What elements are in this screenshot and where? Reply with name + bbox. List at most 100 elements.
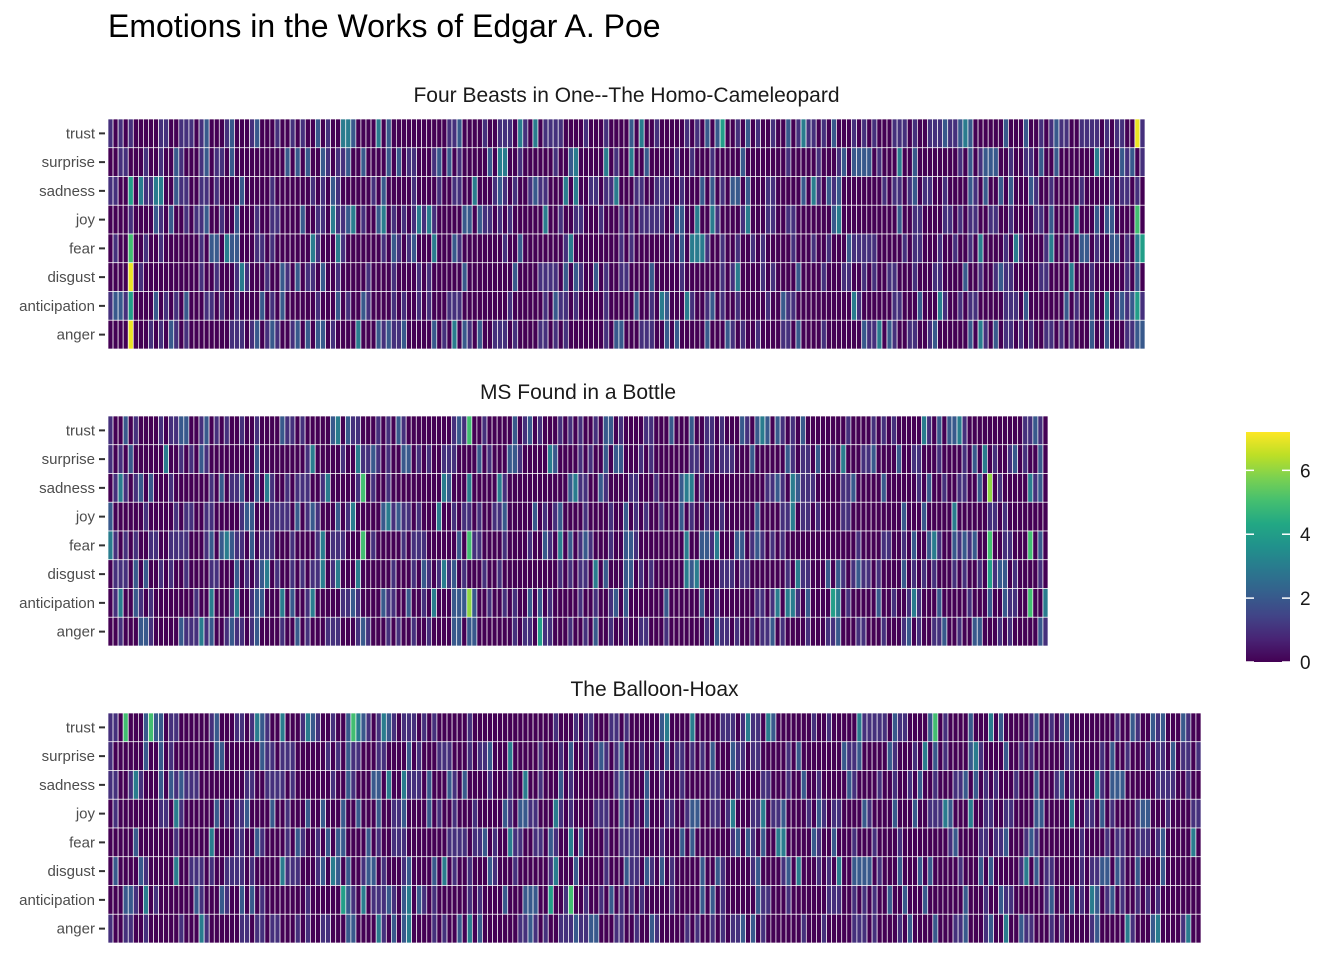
heat-cell (1048, 233, 1055, 264)
heat-cell (779, 530, 786, 561)
heat-cell (163, 444, 169, 474)
heat-cell (365, 559, 372, 589)
heat-cell (1007, 415, 1013, 446)
heat-cell (1099, 741, 1106, 771)
heat-cell (542, 616, 549, 647)
heat-cell (1027, 559, 1034, 589)
heat-cell (325, 204, 331, 235)
heat-cell (628, 530, 634, 561)
heat-cell (416, 233, 422, 264)
heat-cell (229, 204, 235, 235)
heat-cell (688, 415, 695, 446)
heat-cell (1069, 798, 1075, 829)
heat-cell (663, 415, 670, 446)
heat-cell (633, 913, 640, 944)
panel-title: MS Found in a Bottle (480, 381, 676, 404)
heat-cell (117, 913, 124, 944)
heat-cell (770, 118, 777, 149)
heat-cell (138, 741, 144, 771)
heat-cell (289, 176, 296, 206)
heat-cell (208, 291, 215, 321)
heat-cell (451, 233, 458, 264)
heat-cell (239, 233, 245, 264)
heat-cell (491, 616, 498, 647)
heat-cell (775, 712, 782, 743)
heat-cell (846, 262, 852, 292)
heat-cell (1084, 827, 1091, 858)
heat-cell (800, 530, 806, 561)
heat-cell (1175, 827, 1182, 858)
heat-cell (1094, 147, 1100, 177)
heat-cell (891, 741, 898, 771)
heat-cell (876, 741, 883, 771)
heat-cell (583, 712, 590, 743)
heat-cell (1058, 262, 1065, 292)
heat-cell (1068, 176, 1075, 206)
heat-cell (770, 712, 777, 743)
heat-cell (831, 233, 837, 264)
heat-cell (911, 204, 918, 235)
heat-cell (765, 827, 772, 858)
heat-cell (517, 913, 524, 944)
heat-cell (233, 444, 240, 474)
heat-cell (608, 798, 615, 829)
heat-cell (724, 291, 731, 321)
heat-cell (132, 827, 139, 858)
heat-cell (669, 147, 675, 177)
heat-cell (669, 712, 676, 743)
heat-cell (330, 319, 336, 350)
heat-cell (992, 588, 998, 618)
heat-cell (1018, 176, 1024, 206)
heat-cell (750, 712, 757, 743)
heat-cell (107, 233, 114, 264)
heat-cell (138, 885, 144, 915)
heat-cell (213, 118, 220, 149)
heat-cell (735, 856, 741, 886)
heat-cell (1119, 856, 1126, 886)
heat-cell (578, 176, 584, 206)
heat-cell (153, 798, 159, 829)
heat-cell (143, 885, 149, 915)
heat-cell (951, 415, 958, 446)
heat-cell (897, 856, 903, 886)
heat-cell (917, 147, 923, 177)
heat-cell (789, 616, 796, 647)
heat-cell (810, 204, 817, 235)
heat-cell (633, 473, 639, 503)
heat-cell (360, 204, 367, 235)
heat-cell (668, 415, 675, 446)
heat-cell (653, 204, 660, 235)
heat-cell (198, 319, 205, 350)
heat-cell (794, 444, 801, 474)
heat-cell (1043, 798, 1050, 829)
heat-cell (789, 415, 796, 446)
heat-cell (668, 588, 675, 618)
heat-cell (153, 118, 159, 149)
heat-cell (340, 501, 346, 532)
heat-cell (507, 770, 514, 800)
heat-cell (244, 233, 250, 264)
heat-cell (355, 616, 362, 647)
heat-cell (573, 856, 579, 886)
heat-cell (390, 319, 397, 350)
heat-cell (926, 616, 933, 647)
heat-cell (501, 616, 508, 647)
heat-cell (365, 588, 372, 618)
heat-cell (992, 616, 998, 647)
heat-cell (558, 885, 564, 915)
heat-cell (870, 559, 877, 589)
heat-cell (269, 856, 276, 886)
heat-cell (228, 559, 235, 589)
heat-cell (395, 415, 402, 446)
heat-cell (461, 770, 468, 800)
heat-cell (663, 530, 670, 561)
heat-cell (249, 741, 256, 771)
heat-cell (653, 530, 660, 561)
heat-cell (557, 118, 564, 149)
heat-cell (658, 415, 665, 446)
heat-cell (269, 559, 276, 589)
heat-cell (542, 559, 549, 589)
heat-cell (391, 913, 397, 944)
heat-cell (183, 262, 190, 292)
heat-cell (188, 473, 195, 503)
